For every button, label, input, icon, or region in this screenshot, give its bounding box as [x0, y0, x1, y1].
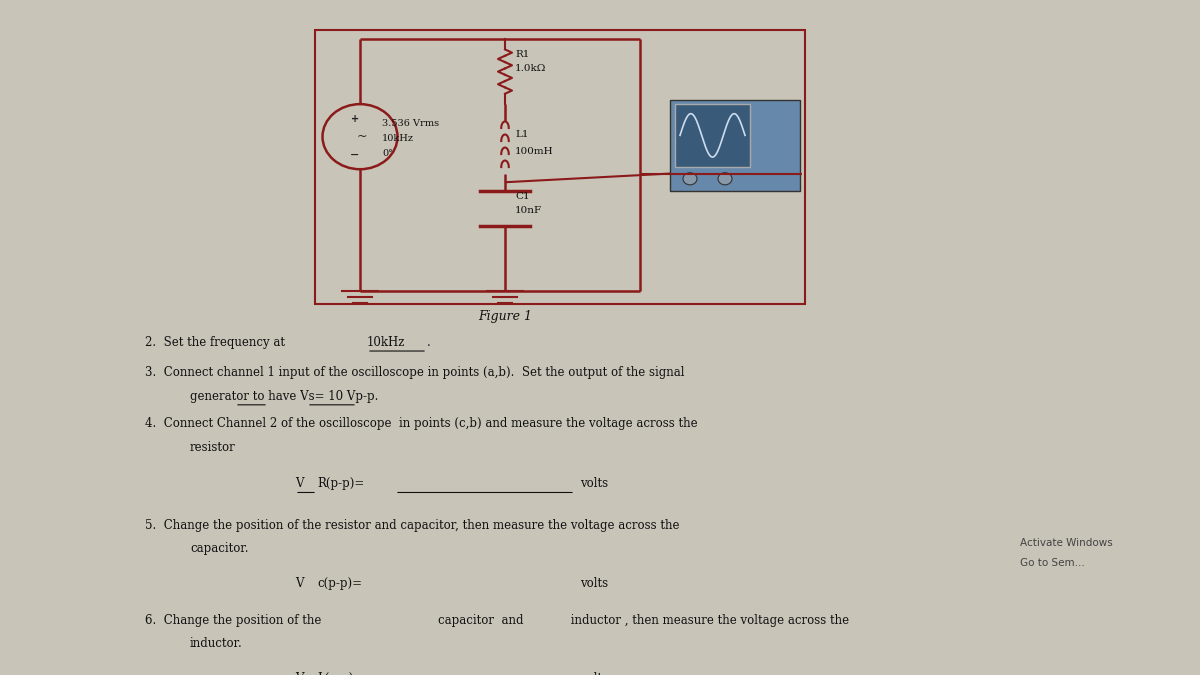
Bar: [314, 30, 805, 304]
Text: 10nF: 10nF: [515, 205, 542, 215]
Circle shape: [718, 173, 732, 185]
Text: Activate Windows: Activate Windows: [1020, 538, 1112, 548]
Text: R(p-p)=: R(p-p)=: [317, 477, 365, 490]
Text: 5.  Change the position of the resistor and capacitor, then measure the voltage : 5. Change the position of the resistor a…: [145, 519, 679, 532]
Text: volts: volts: [580, 577, 608, 590]
Bar: [670, 100, 800, 191]
Text: 4.  Connect Channel 2 of the oscilloscope  in points (c,b) and measure the volta: 4. Connect Channel 2 of the oscilloscope…: [145, 417, 697, 431]
Circle shape: [683, 173, 697, 185]
Text: C1: C1: [515, 192, 529, 200]
Text: 10kHz: 10kHz: [367, 336, 406, 349]
Text: ~: ~: [356, 130, 367, 143]
Text: capacitor.: capacitor.: [190, 543, 248, 556]
Text: 10kHz: 10kHz: [382, 134, 414, 143]
Text: V: V: [295, 577, 304, 590]
Text: 6.  Change the position of the: 6. Change the position of the: [145, 614, 325, 626]
Text: V: V: [295, 672, 304, 675]
Text: resistor: resistor: [190, 441, 235, 454]
Text: volts: volts: [580, 672, 608, 675]
Text: 0°: 0°: [382, 148, 392, 158]
Text: R1: R1: [515, 50, 529, 59]
Text: capacitor  and: capacitor and: [438, 614, 523, 626]
Text: inductor.: inductor.: [190, 637, 242, 650]
Text: 2.  Set the frequency at: 2. Set the frequency at: [145, 336, 289, 349]
Text: inductor , then measure the voltage across the: inductor , then measure the voltage acro…: [568, 614, 850, 626]
Text: generator to have Vs= 10 Vp-p.: generator to have Vs= 10 Vp-p.: [190, 389, 378, 403]
Text: 1.0kΩ: 1.0kΩ: [515, 63, 546, 73]
Text: −: −: [350, 150, 360, 159]
Text: 3.536 Vrms: 3.536 Vrms: [382, 119, 439, 128]
Text: +: +: [350, 114, 359, 124]
Text: L1: L1: [515, 130, 528, 139]
Text: V: V: [295, 477, 304, 490]
Text: Go to Sem...: Go to Sem...: [1020, 558, 1085, 568]
Text: L(p-p)=: L(p-p)=: [317, 672, 364, 675]
Text: Figure 1: Figure 1: [478, 310, 532, 323]
Text: 3.  Connect channel 1 input of the oscilloscope in points (a,b).  Set the output: 3. Connect channel 1 input of the oscill…: [145, 367, 684, 379]
Text: c(p-p)=: c(p-p)=: [317, 577, 362, 590]
Text: volts: volts: [580, 477, 608, 490]
Text: .: .: [427, 336, 431, 349]
Bar: [674, 104, 750, 167]
Text: 100mH: 100mH: [515, 147, 553, 157]
